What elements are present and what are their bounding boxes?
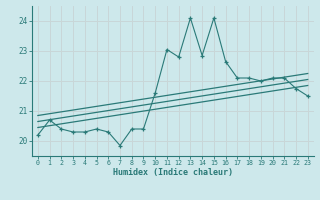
X-axis label: Humidex (Indice chaleur): Humidex (Indice chaleur) [113, 168, 233, 177]
